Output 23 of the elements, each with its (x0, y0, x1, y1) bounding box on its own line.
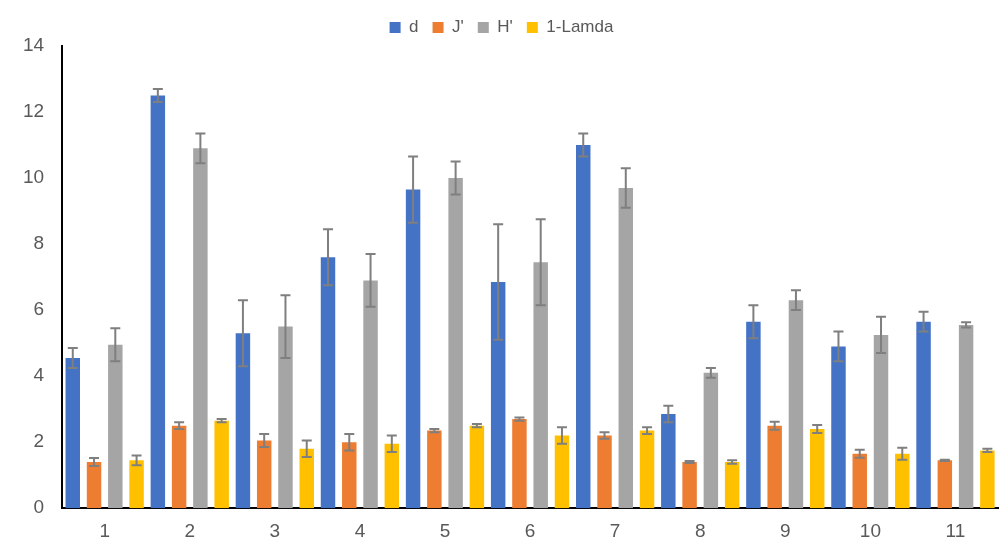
x-tick-label: 11 (945, 519, 966, 541)
x-tick-label: 7 (609, 519, 621, 541)
y-tick-label: 4 (33, 364, 45, 386)
y-tick-label: 2 (33, 430, 45, 452)
x-tick-label: 1 (99, 519, 110, 541)
y-tick-label: 10 (22, 166, 45, 188)
x-tick-label: 8 (694, 519, 706, 541)
y-tick-label: 12 (22, 100, 45, 122)
x-tick-label: 2 (184, 519, 196, 541)
x-tick-label: 10 (859, 519, 881, 541)
x-tick-label: 3 (269, 519, 281, 541)
x-tick-label: 5 (439, 519, 451, 541)
legend-label: d (409, 17, 419, 37)
legend-label: 1-Lamda (546, 17, 614, 37)
y-tick-label: 6 (33, 298, 45, 320)
y-tick-label: 8 (33, 232, 45, 254)
y-tick-label: 0 (33, 496, 45, 518)
legend-label: J' (452, 17, 464, 37)
y-tick-label: 14 (22, 34, 45, 56)
x-tick-label: 6 (524, 519, 536, 541)
legend-label: H' (497, 17, 513, 37)
x-tick-label: 9 (780, 519, 791, 541)
x-tick-label: 4 (354, 519, 366, 541)
